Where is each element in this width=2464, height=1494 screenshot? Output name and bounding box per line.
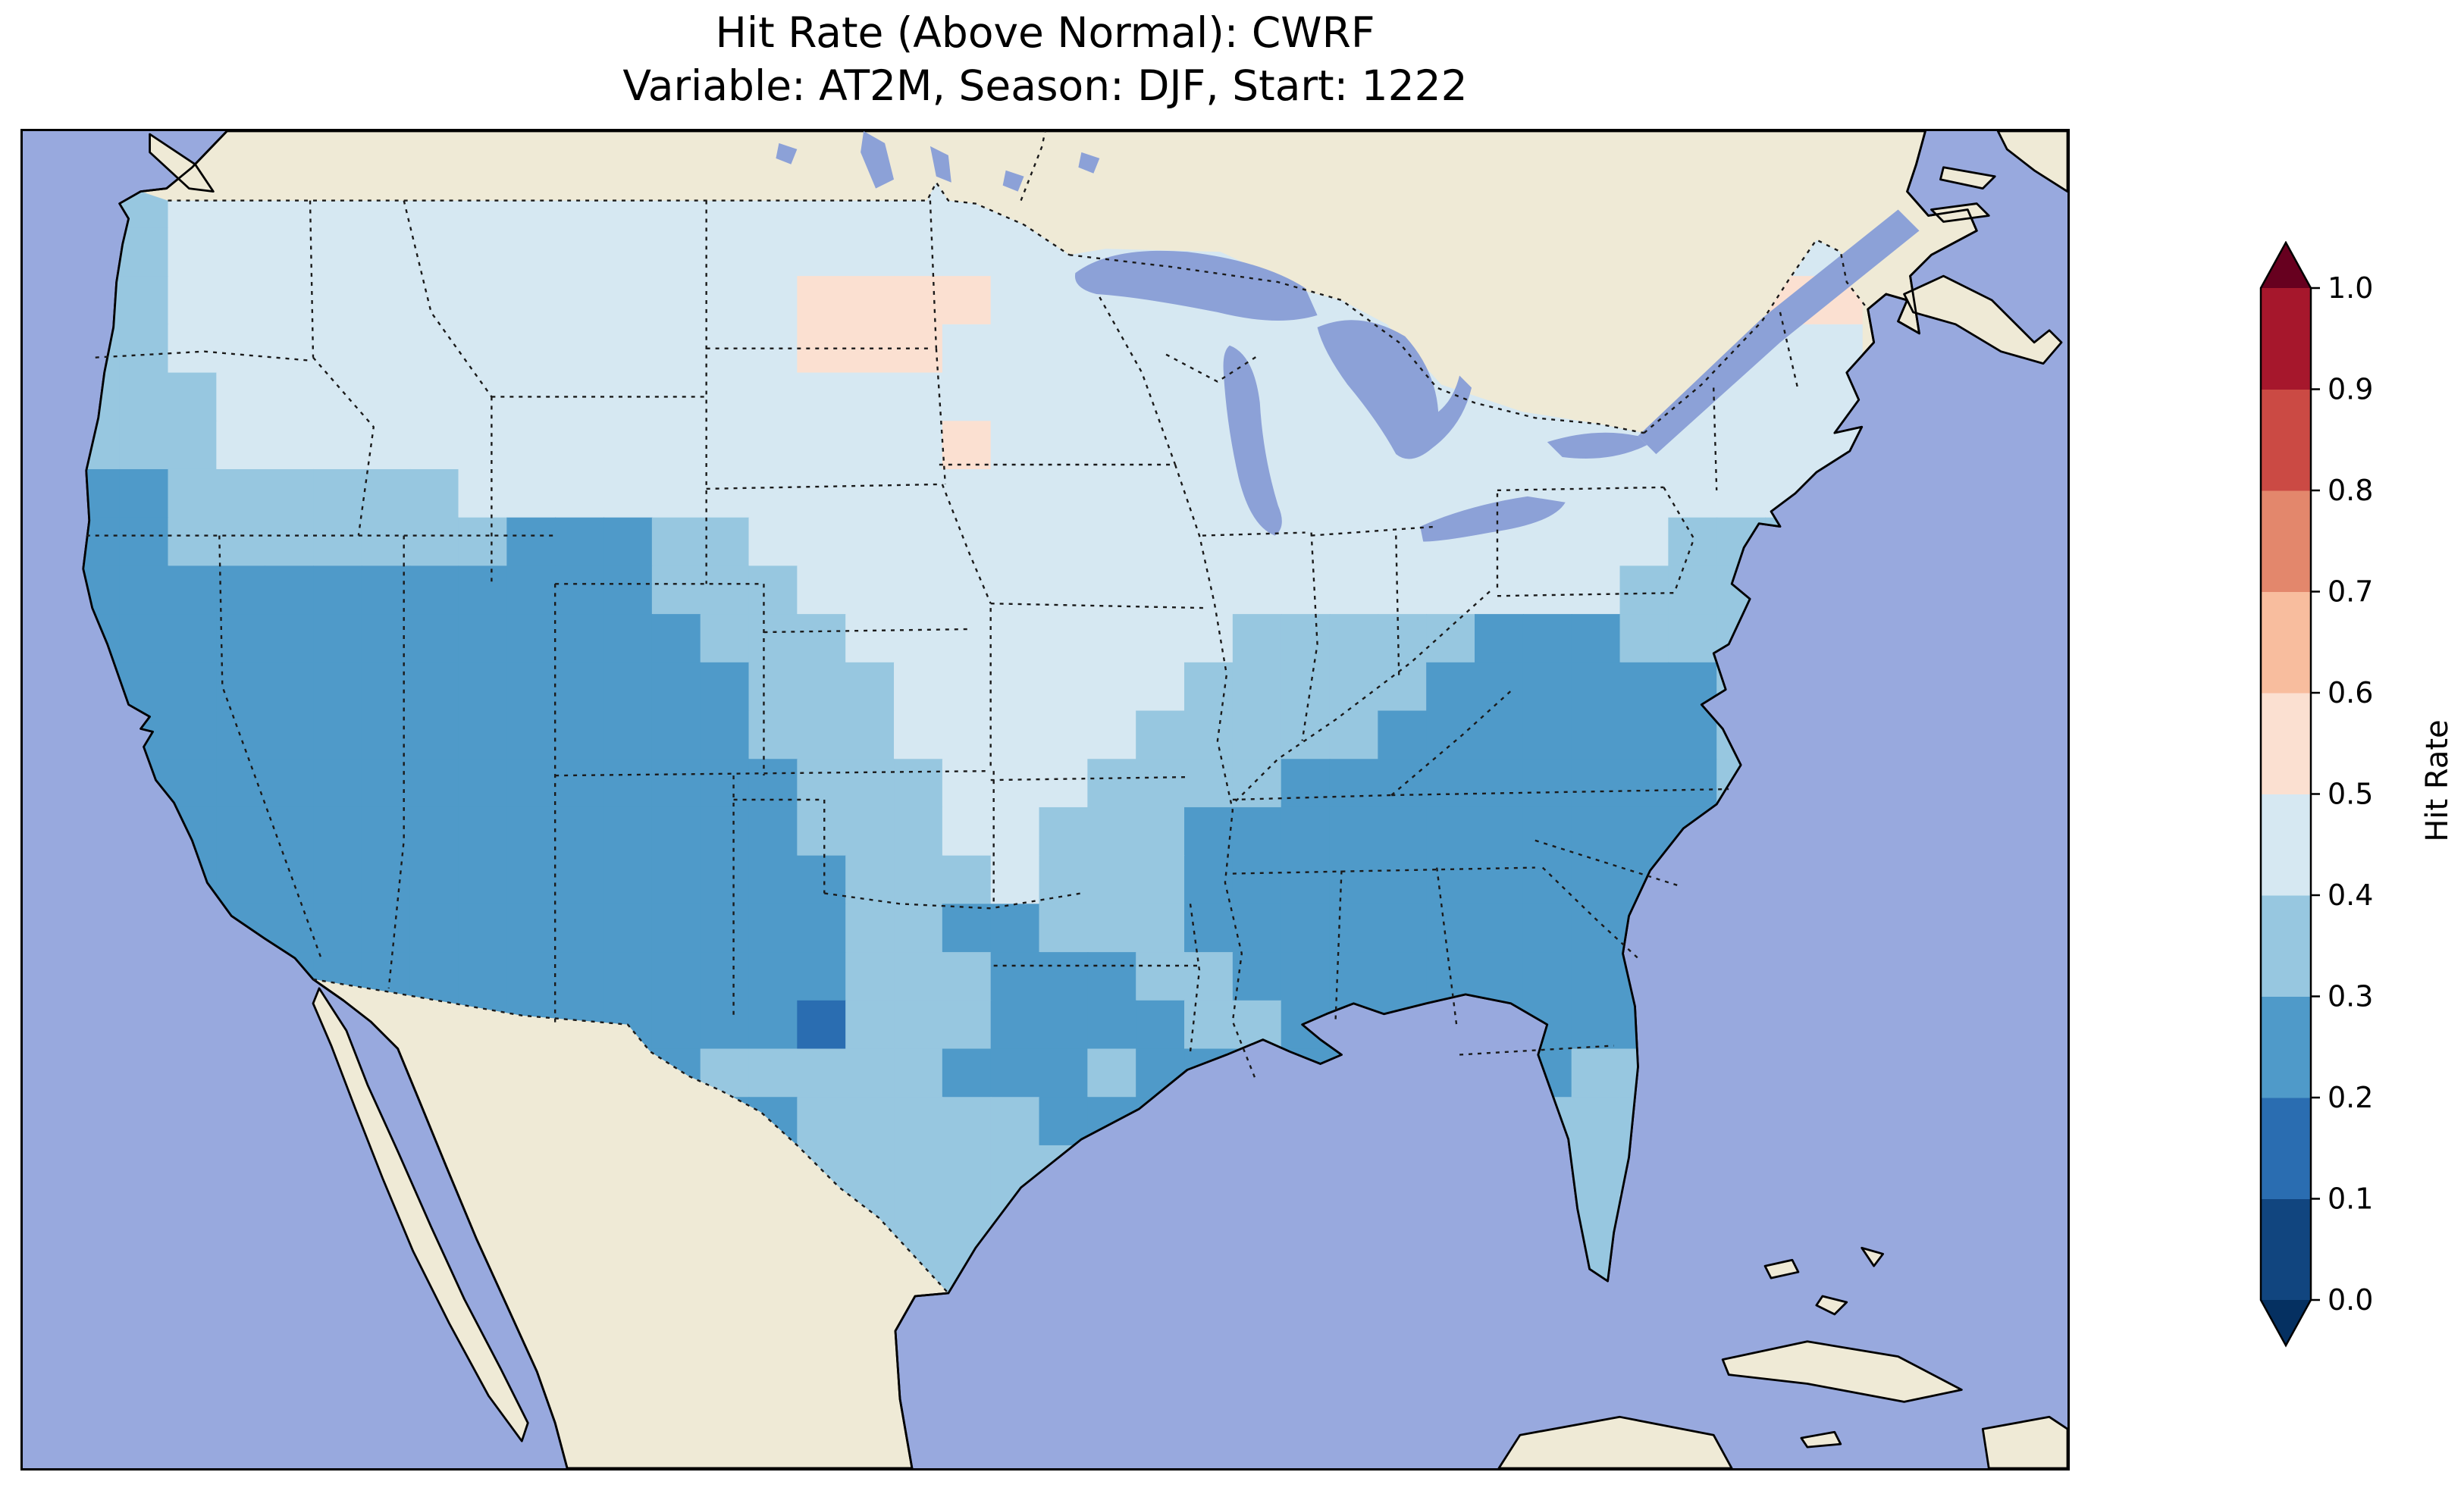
islands xyxy=(149,131,2067,1468)
colorbar: 1.0 0.9 0.8 0.7 0.6 0.5 0.4 0.3 0.2 0.1 0.0 xyxy=(2259,241,2373,1348)
svg-text:0.7: 0.7 xyxy=(2328,575,2373,609)
us-hit-rate-map xyxy=(23,131,2067,1468)
colorbar-ticks: 1.0 0.9 0.8 0.7 0.6 0.5 0.4 0.3 0.2 0.1 0.0 xyxy=(2311,271,2373,1317)
small-lake xyxy=(1002,170,1024,192)
title-line-2: Variable: AT2M, Season: DJF, Start: 1222 xyxy=(622,61,1468,110)
svg-text:0.6: 0.6 xyxy=(2328,676,2373,709)
small-lake xyxy=(1078,152,1100,174)
colorbar-label: Hit Rate xyxy=(2420,719,2455,842)
title-line-1: Hit Rate (Above Normal): CWRF xyxy=(715,8,1375,57)
anticosti-island xyxy=(1939,166,1996,190)
canada-lakes xyxy=(776,131,1100,192)
country-borders xyxy=(168,131,1869,1294)
svg-text:0.8: 0.8 xyxy=(2328,474,2373,507)
small-lake xyxy=(776,143,798,164)
coastline xyxy=(82,131,1978,1468)
bahamas-island xyxy=(1861,1246,1885,1267)
lake-huron xyxy=(1317,320,1472,459)
us-canada-border xyxy=(168,181,1071,256)
hispaniola-corner xyxy=(1981,1415,2067,1468)
canada-province-border xyxy=(1020,131,1046,202)
cuba xyxy=(1721,1340,1963,1403)
bahamas-island xyxy=(1815,1295,1848,1316)
svg-text:0.3: 0.3 xyxy=(2328,980,2373,1013)
vancouver-island xyxy=(149,133,215,193)
lake-michigan xyxy=(1223,345,1282,536)
us-canada-border-lakes xyxy=(1069,254,1644,434)
nova-scotia xyxy=(1903,274,2063,365)
yucatan xyxy=(1497,1415,1733,1468)
prince-edward-island xyxy=(1930,202,1990,223)
svg-text:0.5: 0.5 xyxy=(2328,778,2373,811)
svg-text:0.9: 0.9 xyxy=(2328,373,2373,406)
figure-title: Hit Rate (Above Normal): CWRF Variable: … xyxy=(20,6,2070,112)
lake-winnipeg xyxy=(861,131,895,189)
us-mexico-border xyxy=(312,978,949,1294)
lake-superior xyxy=(1074,250,1318,321)
svg-text:0.1: 0.1 xyxy=(2328,1182,2373,1216)
st-lawrence-river xyxy=(1638,209,1920,455)
lake-erie xyxy=(1420,496,1566,542)
svg-text:0.2: 0.2 xyxy=(2328,1081,2373,1114)
svg-text:0.4: 0.4 xyxy=(2328,879,2373,912)
small-lake xyxy=(929,146,951,183)
svg-text:0.0: 0.0 xyxy=(2328,1283,2373,1317)
map-axes-frame xyxy=(20,129,2070,1471)
newfoundland-corner xyxy=(1996,131,2067,193)
us-canada-border-northeast xyxy=(1643,239,1869,434)
lake-ontario xyxy=(1547,432,1647,459)
great-lakes xyxy=(1074,209,1920,542)
svg-text:1.0: 1.0 xyxy=(2328,271,2373,305)
bahamas-island xyxy=(1763,1258,1800,1279)
jamaica xyxy=(1800,1430,1842,1449)
state-borders xyxy=(86,200,1800,1079)
baja-california xyxy=(312,987,529,1442)
